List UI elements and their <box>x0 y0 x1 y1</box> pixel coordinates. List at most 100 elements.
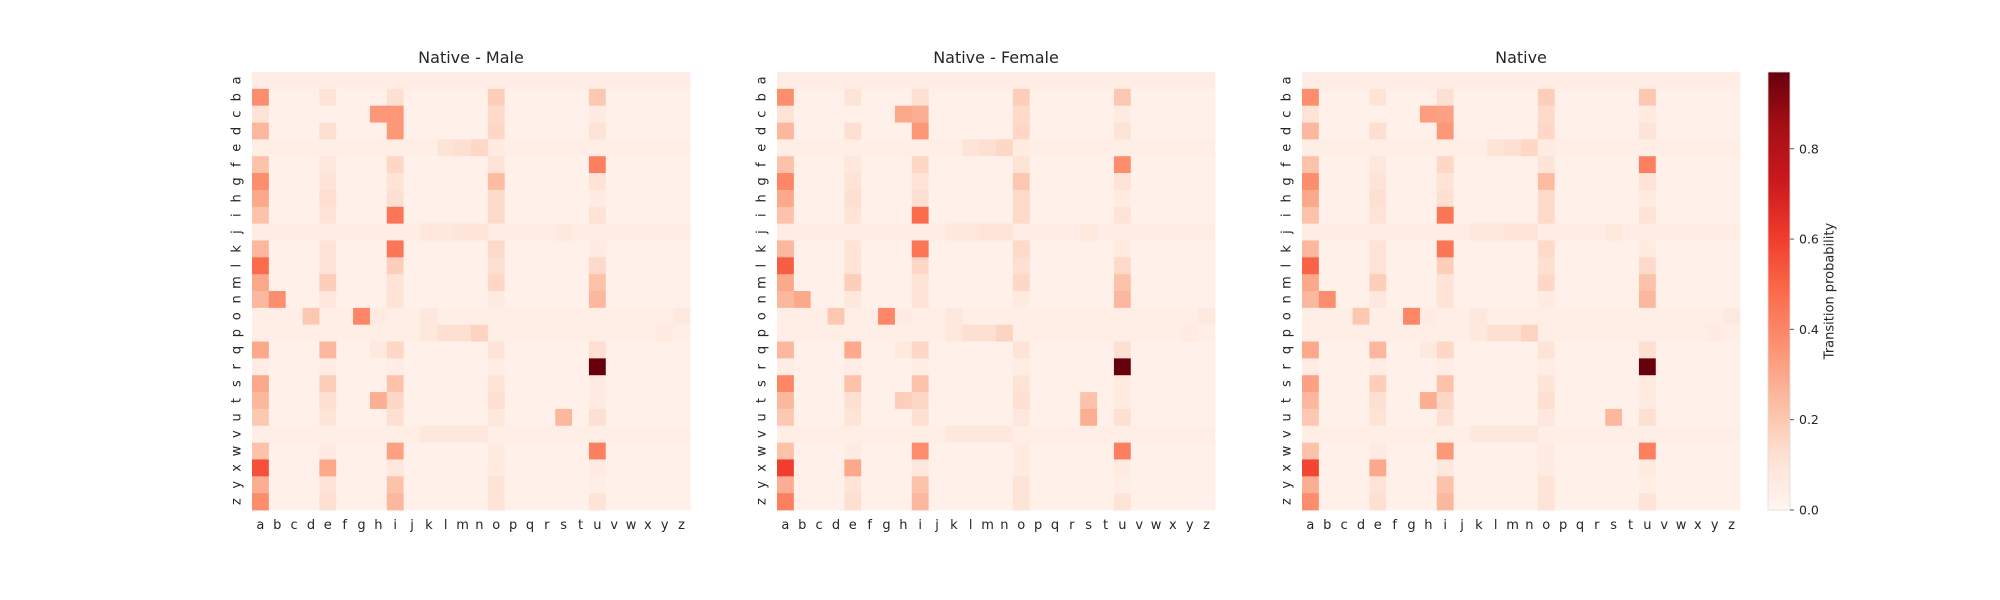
heatmap-cell-z-c <box>1335 493 1353 511</box>
x-tick-label-r: r <box>1594 518 1600 533</box>
heatmap-cell-s-t <box>1622 375 1640 393</box>
heatmap-cell-u-e <box>319 408 337 427</box>
heatmap-cell-g-n <box>471 173 489 191</box>
y-tick-label-s: s <box>230 380 245 387</box>
heatmap-cell-p-t <box>1097 324 1115 342</box>
y-tick-label-b: b <box>229 93 244 101</box>
heatmap-cell-o-o <box>1537 307 1556 326</box>
heatmap-cell-k-n <box>996 240 1014 258</box>
heatmap-cell-o-o <box>487 307 506 326</box>
y-tick-label-y: y <box>1280 481 1295 489</box>
heatmap-cell-a-u <box>588 72 607 90</box>
heatmap-cell-h-n <box>471 189 489 208</box>
heatmap-cell-q-x <box>1689 341 1707 359</box>
heatmap-cell-a-u <box>1113 72 1132 90</box>
heatmap-cell-u-y <box>1181 408 1199 427</box>
heatmap-cell-e-j <box>403 139 421 157</box>
heatmap-cell-g-b <box>1318 173 1337 191</box>
heatmap-cell-u-y <box>1706 408 1724 427</box>
heatmap-cell-d-u <box>1113 122 1132 140</box>
heatmap-cell-n-m <box>1504 291 1522 309</box>
heatmap-cell-j-q <box>521 223 539 241</box>
heatmap-cell-o-a <box>252 307 270 326</box>
heatmap-cell-x-r <box>1588 459 1606 477</box>
heatmap-cell-i-o <box>1537 206 1556 225</box>
heatmap-cell-r-g <box>353 358 371 376</box>
heatmap-cell-x-o <box>1012 459 1031 477</box>
heatmap-cell-n-h <box>894 291 913 309</box>
heatmap-cell-h-o <box>487 189 506 208</box>
heatmap-cell-s-v <box>605 375 624 393</box>
heatmap-cell-m-c <box>285 274 303 292</box>
heatmap-cell-z-k <box>1470 493 1488 511</box>
heatmap-cell-x-h <box>369 459 388 477</box>
heatmap-cell-f-h <box>1419 156 1438 174</box>
heatmap-cell-t-z <box>673 392 691 410</box>
heatmap-cell-g-i <box>911 173 930 191</box>
heatmap-cell-b-a <box>1302 88 1320 107</box>
heatmap-cell-v-e <box>1369 425 1387 444</box>
heatmap-cell-d-a <box>777 122 795 140</box>
heatmap-cell-z-r <box>538 493 556 511</box>
heatmap-cell-t-x <box>1164 392 1182 410</box>
heatmap-cell-n-f <box>861 291 879 309</box>
heatmap-cell-q-a <box>777 341 795 359</box>
heatmap-cell-n-j <box>1453 291 1471 309</box>
heatmap-cell-j-s <box>1605 223 1623 241</box>
heatmap-cell-h-t <box>1097 189 1115 208</box>
heatmap-cell-b-n <box>471 88 489 107</box>
heatmap-cell-m-v <box>1130 274 1149 292</box>
heatmap-cell-a-o <box>1537 72 1556 90</box>
heatmap-cell-g-r <box>538 173 556 191</box>
heatmap-cell-j-j <box>928 223 946 241</box>
heatmap-cell-o-j <box>1453 307 1471 326</box>
heatmap-cell-d-o <box>487 122 506 140</box>
heatmap-cell-r-y <box>1181 358 1199 376</box>
heatmap-cell-u-b <box>793 408 812 427</box>
heatmap-cell-r-w <box>622 358 640 376</box>
x-tick-label-v: v <box>610 518 618 533</box>
heatmap-cell-h-x <box>639 189 657 208</box>
heatmap-cell-p-x <box>1689 324 1707 342</box>
heatmap-cell-y-i <box>911 476 930 494</box>
heatmap-cell-r-n <box>996 358 1014 376</box>
heatmap-cell-p-l <box>437 324 455 342</box>
heatmap-cell-y-w <box>1672 476 1690 494</box>
heatmap-cell-k-z <box>1723 240 1741 258</box>
heatmap-cell-p-r <box>538 324 556 342</box>
heatmap-cell-k-z <box>673 240 691 258</box>
heatmap-cell-h-f <box>1386 189 1404 208</box>
heatmap-cell-z-s <box>555 493 573 511</box>
heatmap-cell-e-b <box>268 139 287 157</box>
heatmap-cell-f-x <box>639 156 657 174</box>
heatmap-cell-p-a <box>777 324 795 342</box>
heatmap-cell-d-n <box>471 122 489 140</box>
heatmap-cell-n-h <box>369 291 388 309</box>
heatmap-cell-q-g <box>1403 341 1421 359</box>
heatmap-cell-t-f <box>336 392 354 410</box>
heatmap-cell-s-o <box>1012 375 1031 393</box>
heatmap-cell-g-n <box>1521 173 1539 191</box>
heatmap-cell-i-o <box>487 206 506 225</box>
heatmap-cell-y-b <box>793 476 812 494</box>
heatmap-cell-f-p <box>504 156 522 174</box>
heatmap-cell-u-a <box>1302 408 1320 427</box>
heatmap-cell-q-t <box>572 341 590 359</box>
heatmap-cell-c-k <box>1470 105 1488 123</box>
heatmap-cell-i-u <box>1113 206 1132 225</box>
heatmap-cell-b-v <box>1655 88 1674 107</box>
heatmap-cell-s-h <box>369 375 388 393</box>
heatmap-cell-b-s <box>1605 88 1623 107</box>
heatmap-cell-y-z <box>1198 476 1216 494</box>
heatmap-cell-y-x <box>1689 476 1707 494</box>
heatmap-cell-c-u <box>1113 105 1132 123</box>
heatmap-cell-d-c <box>810 122 828 140</box>
heatmap-cell-h-i <box>1436 189 1455 208</box>
y-tick-label-j: j <box>229 230 244 235</box>
heatmap-cell-i-u <box>1638 206 1657 225</box>
x-tick-label-p: p <box>1559 518 1567 533</box>
heatmap-cell-q-y <box>1181 341 1199 359</box>
heatmap-cell-s-i <box>386 375 405 393</box>
heatmap-cell-a-g <box>353 72 371 90</box>
heatmap-cell-j-n <box>471 223 489 241</box>
